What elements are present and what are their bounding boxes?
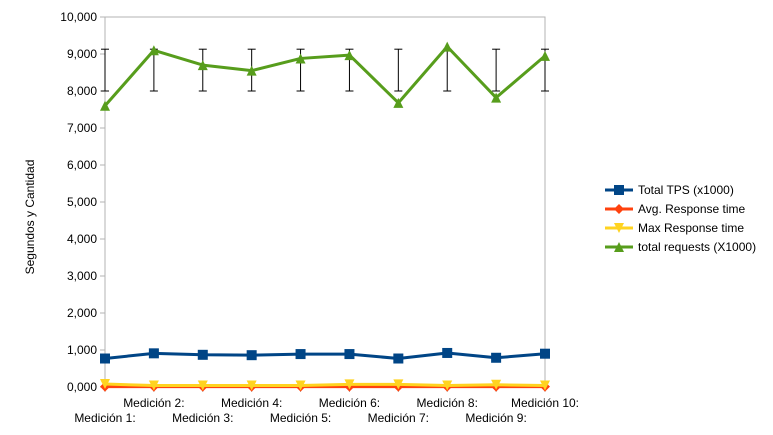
y-tick-label: 6,000 xyxy=(67,158,97,172)
data-point xyxy=(100,379,110,390)
data-point xyxy=(491,379,502,390)
y-tick-label: 5,000 xyxy=(67,195,97,209)
data-point xyxy=(540,348,550,359)
data-point xyxy=(148,348,159,359)
data-point xyxy=(246,380,257,391)
x-tick-label: Medición 7: xyxy=(368,411,429,425)
x-tick-label: Medición 9: xyxy=(465,411,526,425)
y-tick-label: 7,000 xyxy=(67,121,97,135)
plot-area-frame xyxy=(104,16,546,388)
data-point xyxy=(295,53,306,64)
legend-marker xyxy=(614,204,624,214)
y-tick-label: 2,000 xyxy=(67,306,97,320)
series-line xyxy=(103,45,546,107)
data-point xyxy=(148,380,159,391)
x-axis-ticks: Medición 1:Medición 2:Medición 3:Medició… xyxy=(74,387,579,425)
data-point xyxy=(197,380,208,391)
x-tick-label: Medición 2: xyxy=(123,396,184,410)
data-point xyxy=(246,65,257,76)
data-point xyxy=(393,353,404,364)
x-tick-label: Medición 6: xyxy=(319,396,380,410)
y-tick-label: 3,000 xyxy=(67,269,97,283)
data-point xyxy=(491,352,502,363)
data-point xyxy=(246,350,257,361)
legend-marker xyxy=(614,185,624,195)
y-axis-ticks: 0,000 1,000 2,000 3,000 4,000 5,000 6,000 7,000… xyxy=(60,10,105,394)
data-point xyxy=(100,100,110,111)
data-point xyxy=(100,353,110,364)
y-axis-title: Segundos y Cantidad xyxy=(23,160,37,275)
data-point xyxy=(295,349,306,360)
x-tick-label: Medición 4: xyxy=(221,396,282,410)
legend-label: Avg. Response time xyxy=(638,202,745,216)
series-line xyxy=(104,351,546,361)
x-tick-label: Medición 8: xyxy=(417,396,478,410)
data-point xyxy=(393,379,404,390)
x-tick-label: Medición 1: xyxy=(74,411,135,425)
data-point xyxy=(393,97,404,108)
legend: Total TPS (x1000) Avg. Response time Max R… xyxy=(605,183,756,254)
data-point xyxy=(197,349,208,360)
data-point xyxy=(344,349,355,360)
y-tick-label: 1,000 xyxy=(67,343,97,357)
data-point xyxy=(442,380,453,391)
data-point xyxy=(148,45,159,56)
data-point xyxy=(344,50,355,61)
series-total-tps-x1000 xyxy=(100,347,550,364)
data-point xyxy=(442,41,453,52)
data-point xyxy=(540,50,550,61)
data-point xyxy=(442,347,453,358)
y-tick-label: 0,000 xyxy=(67,380,97,394)
series-line xyxy=(104,382,546,388)
data-point xyxy=(491,92,502,103)
legend-label: Max Response time xyxy=(638,221,744,235)
y-tick-label: 9,000 xyxy=(67,47,97,61)
x-tick-label: Medición 3: xyxy=(172,411,233,425)
data-point xyxy=(197,60,208,71)
y-tick-label: 4,000 xyxy=(67,232,97,246)
legend-marker xyxy=(614,223,624,233)
legend-label: total requests (X1000) xyxy=(638,240,756,254)
series-max-response-time xyxy=(100,379,550,391)
data-point xyxy=(540,380,550,391)
data-point xyxy=(344,379,355,390)
legend-label: Total TPS (x1000) xyxy=(638,183,734,197)
series-total-requests-x1000 xyxy=(100,41,550,111)
y-tick-label: 10,000 xyxy=(60,10,97,24)
legend-marker xyxy=(614,242,624,252)
data-point xyxy=(295,380,306,391)
x-tick-label: Medición 5: xyxy=(270,411,331,425)
x-tick-label: Medición 10: xyxy=(511,396,579,410)
series-lines xyxy=(100,41,550,392)
y-tick-label: 8,000 xyxy=(67,84,97,98)
